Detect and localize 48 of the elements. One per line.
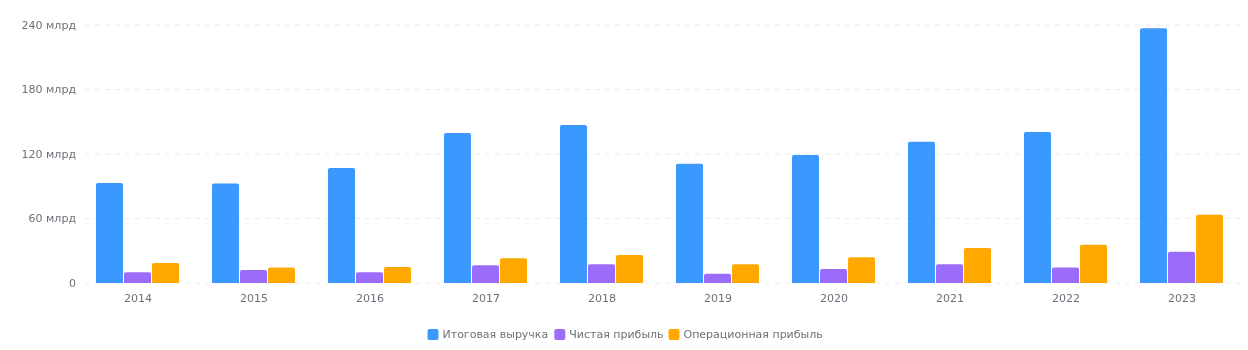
bar [1140,28,1167,283]
legend-label: Чистая прибыль [569,327,664,341]
bar [820,269,847,283]
bar [212,183,239,283]
bar [704,273,731,283]
y-tick-label: 60 млрд [28,212,77,226]
bar [124,272,151,283]
bar [560,124,587,283]
bar [936,264,963,283]
x-tick-label: 2019 [704,292,732,305]
bar [1052,267,1079,283]
x-tick-label: 2023 [1168,292,1196,305]
bar [732,264,759,283]
x-tick-label: 2022 [1052,292,1080,305]
legend-label: Итоговая выручка [442,327,549,341]
bar [444,133,471,283]
x-tick-label: 2016 [356,292,384,305]
bar [616,255,643,283]
bar [356,272,383,283]
x-tick-label: 2020 [820,292,848,305]
bar [792,155,819,283]
bar [1196,214,1223,283]
x-tick-label: 2017 [472,292,500,305]
bar [848,257,875,283]
bar [588,264,615,283]
y-tick-label: 240 млрд [21,18,77,32]
y-tick-label: 120 млрд [21,147,77,161]
bar [328,167,355,283]
bar [500,258,527,283]
bar [1080,244,1107,283]
bar [964,248,991,283]
bar [384,266,411,283]
x-tick-label: 2015 [240,292,268,305]
bar [240,270,267,283]
bar [908,141,935,283]
y-tick-label: 180 млрд [21,83,77,97]
bar [472,265,499,283]
x-tick-label: 2014 [124,292,152,305]
x-tick-label: 2021 [936,292,964,305]
x-tick-label: 2018 [588,292,616,305]
bar [96,183,123,283]
y-tick-label: 0 [69,276,76,290]
bar [676,163,703,283]
bar [1024,131,1051,283]
legend-label: Операционная прибыль [683,327,823,341]
bar [152,263,179,283]
bar [1168,251,1195,283]
bar [268,267,295,283]
